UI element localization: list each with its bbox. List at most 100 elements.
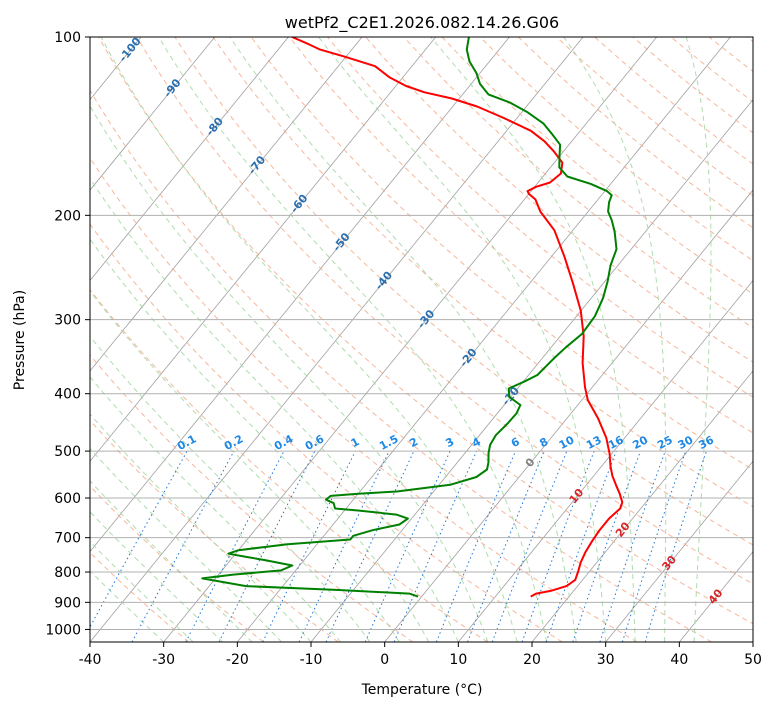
y-tick-label: 600 [54, 491, 81, 507]
dry-adiabat-line [250, 37, 753, 471]
y-axis-label: Pressure (hPa) [12, 290, 28, 390]
dry-adiabat-line [90, 157, 638, 642]
y-tick-label: 200 [54, 208, 81, 224]
x-tick-label: 0 [380, 652, 389, 668]
y-tick-label: 100 [54, 30, 81, 46]
x-tick-label: -20 [226, 652, 249, 668]
mixing-ratio-label: 1 [349, 435, 362, 450]
dry-adiabat-line [670, 37, 753, 103]
isotherm-line [752, 641, 753, 642]
mixing-ratio-label: 6 [509, 435, 522, 450]
dry-adiabat-line [632, 37, 753, 134]
isotherm-line [679, 550, 753, 642]
isotherm-line [605, 460, 753, 642]
dry-adiabat-line [90, 223, 563, 642]
x-tick-label: -30 [152, 652, 175, 668]
x-tick-label: -40 [79, 652, 102, 668]
dry-adiabat-line [327, 37, 753, 398]
dry-adiabat-line [90, 354, 414, 642]
moist-adiabat-line [90, 290, 400, 642]
dry-adiabat-line [441, 37, 753, 295]
dry-adiabat-line [746, 37, 753, 43]
isotherm-line [90, 37, 289, 282]
moist-adiabat-line [685, 37, 712, 642]
mixing-ratio-line [621, 450, 687, 642]
isotherm-line [237, 37, 731, 642]
isotherm-label-warm: 40 [706, 586, 726, 606]
x-tick-label: 20 [523, 652, 541, 668]
isotherm-label: -30 [415, 307, 438, 331]
isotherm-label: -90 [161, 76, 184, 100]
mixing-ratio-line [491, 450, 568, 642]
x-tick-label: 10 [449, 652, 467, 668]
y-tick-label: 500 [54, 444, 81, 460]
dewpoint-profile-line [201, 37, 618, 598]
x-tick-label: 30 [597, 652, 615, 668]
mixing-ratio-line [131, 450, 235, 642]
mixing-ratio-label: 10 [557, 433, 577, 452]
mixing-ratio-label: 0.4 [272, 432, 296, 453]
mixing-ratio-label: 16 [606, 433, 626, 452]
moist-adiabat-line [90, 238, 430, 642]
dry-adiabat-line [98, 37, 753, 625]
mixing-ratio-label: 20 [630, 433, 650, 452]
mixing-ratio-line [262, 450, 356, 642]
moist-adiabat-line [90, 376, 341, 642]
mixing-ratio-label: 30 [676, 433, 696, 452]
mixing-ratio-line [325, 450, 415, 642]
y-tick-label: 300 [54, 313, 81, 329]
mixing-ratio-label: 25 [655, 433, 675, 452]
temperature-profile-line [291, 37, 624, 598]
dry-adiabat-line [594, 37, 753, 165]
dry-adiabat-line [517, 37, 753, 229]
dry-adiabat-line [90, 419, 339, 642]
mixing-ratio-label: 1.5 [377, 432, 400, 453]
mixing-ratio-label: 2 [407, 435, 420, 450]
mixing-ratio-line [644, 450, 707, 642]
isotherm-line [458, 279, 753, 642]
moist-adiabat-line [90, 447, 282, 642]
y-tick-label: 800 [54, 565, 81, 581]
dry-adiabat-line [212, 37, 753, 508]
x-axis-label: Temperature (°C) [361, 682, 483, 698]
chart-title: wetPf2_C2E1.2026.082.14.26.G06 [285, 13, 559, 33]
moist-adiabat-line [90, 480, 253, 642]
mixing-ratio-label: 8 [537, 435, 550, 450]
mixing-ratio-line [545, 450, 617, 642]
x-tick-label: -10 [300, 652, 323, 668]
dry-adiabat-line [403, 37, 753, 329]
y-tick-label: 900 [54, 595, 81, 611]
dry-adiabat-line [174, 37, 753, 546]
moist-adiabat-line [318, 37, 607, 642]
mixing-ratio-label: 0.1 [175, 432, 198, 453]
y-tick-label: 1000 [45, 622, 81, 638]
isotherm-line [90, 37, 216, 191]
dry-adiabat-line [289, 37, 753, 434]
plot-frame [89, 36, 754, 643]
moist-adiabat-line [430, 37, 636, 642]
isotherm-label: -20 [457, 346, 480, 370]
moist-adiabat-line [100, 37, 518, 642]
mixing-ratio-line [435, 450, 517, 642]
dry-adiabat-line [90, 551, 190, 642]
x-tick-label: 50 [744, 652, 762, 668]
dry-adiabat-line [708, 37, 753, 73]
mixing-ratio-label: 36 [696, 433, 716, 452]
moist-adiabat-line [90, 177, 459, 642]
isotherm-line [310, 99, 753, 642]
moist-adiabat-line [563, 37, 667, 642]
dry-adiabat-line [90, 288, 488, 642]
y-tick-label: 400 [54, 387, 81, 403]
isotherm-label: -100 [116, 35, 144, 65]
dry-adiabat-line [136, 37, 753, 585]
mixing-ratio-label: 13 [584, 433, 604, 452]
isotherm-label: -80 [203, 115, 226, 139]
isotherm-line [163, 37, 658, 642]
isotherm-line [90, 37, 437, 462]
mixing-ratio-label: 3 [443, 435, 456, 450]
x-tick-label: 40 [670, 652, 688, 668]
moist-adiabat-line [90, 413, 312, 642]
isotherm-line [90, 37, 363, 372]
dry-adiabat-line [90, 485, 264, 642]
